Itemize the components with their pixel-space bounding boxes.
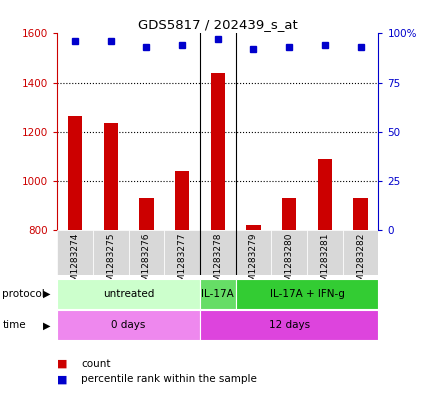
Bar <box>236 279 378 309</box>
Text: percentile rank within the sample: percentile rank within the sample <box>81 374 257 384</box>
Bar <box>57 310 200 340</box>
Text: untreated: untreated <box>103 289 154 299</box>
Bar <box>236 230 271 275</box>
Text: protocol: protocol <box>2 289 45 299</box>
Text: time: time <box>2 320 26 331</box>
Bar <box>353 198 368 230</box>
Bar <box>246 225 260 230</box>
Bar <box>93 230 128 275</box>
Title: GDS5817 / 202439_s_at: GDS5817 / 202439_s_at <box>138 18 298 31</box>
Bar <box>200 230 236 275</box>
Bar <box>139 198 154 230</box>
Bar <box>343 230 378 275</box>
Bar <box>164 230 200 275</box>
Bar <box>57 230 93 275</box>
Bar <box>103 123 118 230</box>
Bar <box>282 198 296 230</box>
Text: GSM1283277: GSM1283277 <box>178 232 187 293</box>
Text: GSM1283274: GSM1283274 <box>70 232 80 292</box>
Text: GSM1283276: GSM1283276 <box>142 232 151 293</box>
Bar <box>57 279 200 309</box>
Bar <box>68 116 82 230</box>
Bar <box>307 230 343 275</box>
Bar <box>200 279 236 309</box>
Text: ▶: ▶ <box>43 289 50 299</box>
Text: ▶: ▶ <box>43 320 50 331</box>
Text: GSM1283275: GSM1283275 <box>106 232 115 293</box>
Text: ■: ■ <box>57 358 68 369</box>
Text: ■: ■ <box>57 374 68 384</box>
Text: IL-17A + IFN-g: IL-17A + IFN-g <box>270 289 345 299</box>
Bar <box>271 230 307 275</box>
Text: IL-17A: IL-17A <box>202 289 234 299</box>
Text: GSM1283281: GSM1283281 <box>320 232 330 293</box>
Bar <box>211 73 225 230</box>
Text: GSM1283280: GSM1283280 <box>285 232 293 293</box>
Bar <box>318 159 332 230</box>
Bar <box>200 310 378 340</box>
Text: 0 days: 0 days <box>111 320 146 330</box>
Text: GSM1283278: GSM1283278 <box>213 232 222 293</box>
Text: 12 days: 12 days <box>268 320 310 330</box>
Text: count: count <box>81 358 111 369</box>
Bar <box>128 230 164 275</box>
Text: GSM1283279: GSM1283279 <box>249 232 258 293</box>
Text: GSM1283282: GSM1283282 <box>356 232 365 292</box>
Bar <box>175 171 189 230</box>
